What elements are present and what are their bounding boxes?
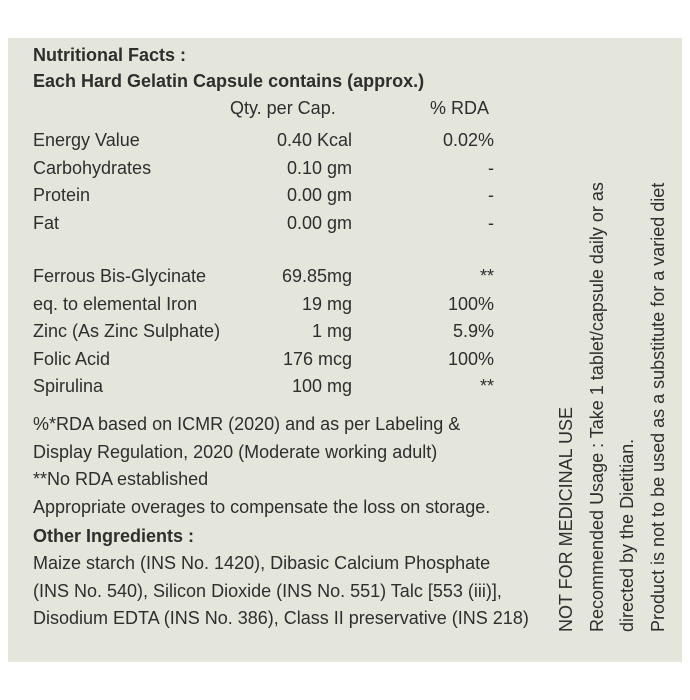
column-header: % RDA [430,98,490,118]
label [8,38,682,662]
note: %*RDA based on ICMR (2020) and as per La… [33,414,461,434]
rda: 5.9% [452,321,494,342]
quantity: 176 mcg [282,348,352,369]
rda: - [488,185,494,206]
quantity: 0.00 gm [286,212,352,233]
ingredients-line: Disodium EDTA (INS No. 386), Class II pr… [33,608,529,628]
ingredients-title: Other Ingredients : [33,526,195,546]
nutrient-name: Carbohydrates [33,157,152,178]
ingredients-line: (INS No. 540), Silicon Dioxide (INS No. … [33,580,502,601]
nutrient-name: Ferrous Bis-Glycinate [33,266,207,286]
side-text: Recommended Usage : Take 1 tablet/capsul… [586,182,607,632]
rda: 100% [447,348,494,369]
title: Nutritional Facts : [33,45,187,65]
nutrient-name: Zinc (As Zinc Sulphate) [33,321,221,342]
quantity: 19 mg [301,293,352,314]
quantity: 100 mg [291,376,352,397]
nutrient-name: Protein [33,185,91,206]
side-text: Product is not to be used as a substitut… [647,182,668,632]
rda: ** [479,376,494,397]
rda: - [488,212,494,233]
rda: 0.02% [442,130,494,150]
quantity: 69.85mg [281,266,352,286]
quantity: 0.00 gm [286,185,352,206]
note: Appropriate overages to compensate the l… [33,496,491,517]
quantity: 0.40 Kcal [276,130,352,150]
side-text: directed by the Dietitian. [617,438,637,632]
rda: 100% [447,293,494,314]
note: **No RDA established [33,469,209,489]
column-header: Qty. per Cap. [230,98,336,118]
nutrient-name: Energy Value [33,130,140,150]
quantity: 1 mg [311,321,352,342]
ingredients-line: Maize starch (INS No. 1420), Dibasic Cal… [33,553,491,573]
quantity: 0.10 gm [286,157,352,178]
nutrient-name: eq. to elemental Iron [33,293,198,314]
nutrient-name: Fat [33,212,60,233]
rda: ** [479,266,494,286]
nutrient-name: Spirulina [33,376,104,397]
nutrient-name: Folic Acid [33,348,111,369]
side-text: NOT FOR MEDICINAL USE [556,406,576,632]
note: Display Regulation, 2020 (Moderate worki… [33,441,438,462]
subtitle: Each Hard Gelatin Capsule contains (appr… [33,71,425,91]
rda: - [488,157,494,178]
